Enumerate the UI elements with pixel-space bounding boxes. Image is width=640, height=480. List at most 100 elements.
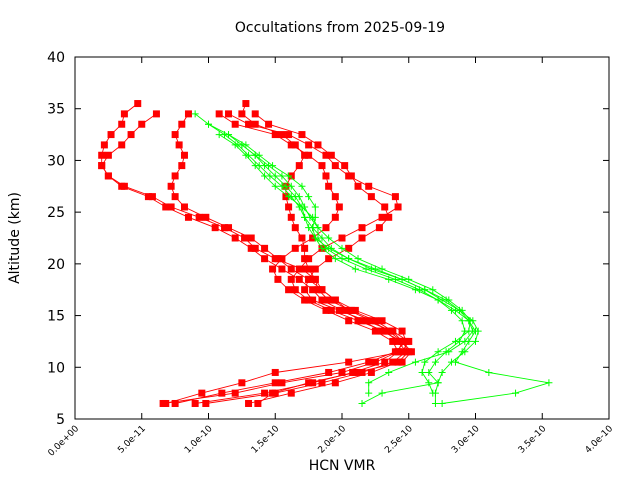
data-point <box>391 193 399 201</box>
data-point <box>261 255 269 263</box>
data-point <box>311 265 319 273</box>
data-point <box>331 193 339 201</box>
data-point <box>274 255 282 263</box>
x-tick-label: 3.5e-10 <box>517 424 549 456</box>
data-point <box>398 327 406 335</box>
data-point <box>351 306 359 314</box>
data-point <box>358 317 366 325</box>
data-point <box>221 224 229 232</box>
data-point <box>309 379 317 387</box>
data-point <box>178 162 186 170</box>
data-point <box>314 141 322 149</box>
data-point <box>385 213 393 221</box>
data-point <box>265 162 273 170</box>
data-point <box>305 379 313 387</box>
series-12 <box>238 141 474 397</box>
data-point <box>331 255 339 263</box>
data-point <box>421 358 429 366</box>
data-point <box>225 224 233 232</box>
data-point <box>245 399 253 407</box>
data-point <box>231 141 239 149</box>
data-point <box>351 265 359 273</box>
data-point <box>247 234 255 242</box>
data-point <box>378 389 386 397</box>
data-point <box>184 110 192 118</box>
data-point <box>167 203 175 211</box>
data-point <box>202 399 210 407</box>
x-tick-label: 0.0e+00 <box>47 424 82 459</box>
data-point <box>274 275 282 283</box>
data-point <box>301 244 309 252</box>
data-point <box>104 172 112 180</box>
data-point <box>287 213 295 221</box>
data-point <box>465 327 473 335</box>
data-point <box>225 110 233 118</box>
data-point <box>314 224 322 232</box>
data-point <box>205 120 212 128</box>
data-point <box>338 234 346 242</box>
data-point <box>144 193 152 201</box>
data-point <box>331 213 339 221</box>
data-point <box>447 358 455 366</box>
data-point <box>389 327 397 335</box>
data-point <box>325 244 333 252</box>
data-point <box>295 193 303 201</box>
series-line <box>101 103 410 404</box>
data-point <box>305 193 313 201</box>
data-point <box>287 182 295 190</box>
data-point <box>418 368 426 376</box>
data-point <box>298 182 306 190</box>
data-point <box>291 224 299 232</box>
data-point <box>287 141 295 149</box>
data-point <box>271 131 279 139</box>
data-point <box>278 265 286 273</box>
data-point <box>466 317 474 325</box>
data-point <box>298 234 306 242</box>
data-point <box>345 172 353 180</box>
x-axis-label: HCN VMR <box>309 458 376 474</box>
data-point <box>118 120 126 128</box>
data-point <box>341 162 349 170</box>
data-point <box>238 141 246 149</box>
data-point <box>98 151 106 159</box>
data-point <box>138 120 146 128</box>
data-point <box>242 100 250 108</box>
data-point <box>254 399 262 407</box>
y-tick-label: 35 <box>47 102 65 118</box>
data-point <box>295 275 303 283</box>
data-point <box>225 131 233 139</box>
y-tick-label: 15 <box>47 309 65 325</box>
data-point <box>385 327 393 335</box>
data-point <box>429 286 437 294</box>
data-point <box>425 379 433 387</box>
x-tick-label: 1.5e-10 <box>250 424 282 456</box>
data-point <box>345 317 353 325</box>
data-point <box>211 224 219 232</box>
data-point <box>152 110 160 118</box>
data-point <box>178 120 186 128</box>
data-point <box>381 358 389 366</box>
data-point <box>331 162 339 170</box>
data-point <box>285 172 293 180</box>
series-7 <box>191 110 402 407</box>
data-point <box>215 110 223 118</box>
data-point <box>365 379 373 387</box>
data-point <box>287 389 295 397</box>
data-point <box>367 368 375 376</box>
data-point <box>325 368 333 376</box>
data-point <box>159 399 167 407</box>
data-point <box>251 151 259 159</box>
data-point <box>318 379 326 387</box>
data-point <box>287 265 295 273</box>
data-point <box>215 131 223 139</box>
data-point <box>198 389 206 397</box>
data-point <box>261 244 269 252</box>
data-point <box>171 172 179 180</box>
x-tick-label: 2.0e-10 <box>317 424 349 456</box>
data-point <box>402 337 410 345</box>
data-point <box>318 162 326 170</box>
data-point <box>295 162 303 170</box>
data-point <box>195 213 203 221</box>
y-tick-label: 40 <box>47 50 65 66</box>
data-point <box>322 151 330 159</box>
